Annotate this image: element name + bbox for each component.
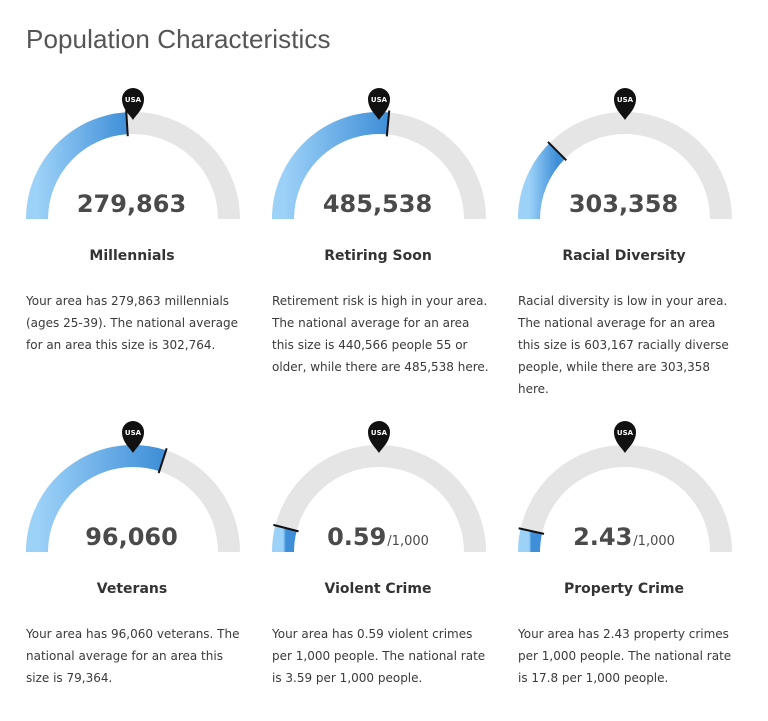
map-pin-label: USA xyxy=(125,96,142,104)
metric-label: Racial Diversity xyxy=(562,248,686,264)
usa-map-pin-icon: USA xyxy=(368,421,390,453)
gauge-value-tick xyxy=(547,141,568,162)
card-violent-crime: USA 0.59/1,000 Violent Crime Your area h… xyxy=(271,421,501,721)
usa-map-pin-icon: USA xyxy=(368,88,390,120)
map-pin-shape xyxy=(368,88,390,120)
map-pin-shape xyxy=(368,421,390,453)
gauge-fill xyxy=(26,445,167,553)
card-retiring-soon: USA 485,538 Retiring Soon Retirement ris… xyxy=(271,88,501,388)
metric-description: Your area has 96,060 veterans. The natio… xyxy=(26,627,240,685)
gauge-chart: USA xyxy=(272,421,486,553)
metric-label: Violent Crime xyxy=(324,581,432,597)
metric-label: Millennials xyxy=(89,248,175,264)
metric-description: Your area has 2.43 property crimes per 1… xyxy=(518,627,732,685)
metric-label: Veterans xyxy=(96,581,168,597)
gauge-value: 2.43/1,000 xyxy=(573,523,675,551)
metric-description: Your area has 0.59 violent crimes per 1,… xyxy=(272,627,486,685)
card-veterans: USA 96,060 Veterans Your area has 96,060… xyxy=(25,421,255,721)
gauge-track xyxy=(518,445,732,553)
card-property-crime: USA 2.43/1,000 Property Crime Your area … xyxy=(517,421,747,721)
gauge-chart: USA xyxy=(518,421,732,553)
gauge-unit: /1,000 xyxy=(633,534,675,549)
map-pin-shape xyxy=(614,88,636,120)
gauge-track xyxy=(272,445,486,553)
usa-map-pin-icon: USA xyxy=(614,421,636,453)
gauge-fill xyxy=(518,143,566,220)
gauge-value-tick xyxy=(157,448,168,474)
map-pin-label: USA xyxy=(371,429,388,437)
gauge-value-tick xyxy=(125,110,129,137)
gauge-chart: USA xyxy=(518,88,732,220)
map-pin-shape xyxy=(122,88,144,120)
card-millennials: USA 279,863 Millennials Your area has 27… xyxy=(25,88,255,388)
gauge-value: 303,358 xyxy=(568,190,679,218)
metric-label: Retiring Soon xyxy=(324,248,432,264)
gauge-value-tick xyxy=(273,523,299,533)
map-pin-label: USA xyxy=(617,96,634,104)
gauge-chart: USA xyxy=(26,88,240,220)
gauge-value-tick xyxy=(385,110,391,137)
gauge-chart: USA xyxy=(272,88,486,220)
gauge-value: 0.59/1,000 xyxy=(327,523,429,551)
map-pin-label: USA xyxy=(617,429,634,437)
page-title: Population Characteristics xyxy=(26,24,331,54)
map-pin-label: USA xyxy=(371,96,388,104)
map-pin-shape xyxy=(122,421,144,453)
usa-map-pin-icon: USA xyxy=(122,421,144,453)
metric-description: Racial diversity is low in your area. Th… xyxy=(518,294,729,396)
gauge-chart: USA xyxy=(26,421,240,553)
usa-map-pin-icon: USA xyxy=(614,88,636,120)
card-racial-diversity: USA 303,358 Racial Diversity Racial dive… xyxy=(517,88,747,396)
gauge-fill xyxy=(272,112,390,220)
map-pin-shape xyxy=(614,421,636,453)
gauge-value: 279,863 xyxy=(76,190,187,218)
gauge-value: 485,538 xyxy=(322,190,433,218)
map-pin-label: USA xyxy=(125,429,142,437)
metric-label: Property Crime xyxy=(564,581,684,597)
gauge-value: 96,060 xyxy=(85,523,178,551)
gauge-value-tick xyxy=(518,527,545,535)
usa-map-pin-icon: USA xyxy=(122,88,144,120)
gauge-fill xyxy=(26,112,128,220)
metric-description: Your area has 279,863 millennials (ages … xyxy=(26,294,238,352)
metric-description: Retirement risk is high in your area. Th… xyxy=(272,294,489,374)
gauge-unit: /1,000 xyxy=(387,534,429,549)
